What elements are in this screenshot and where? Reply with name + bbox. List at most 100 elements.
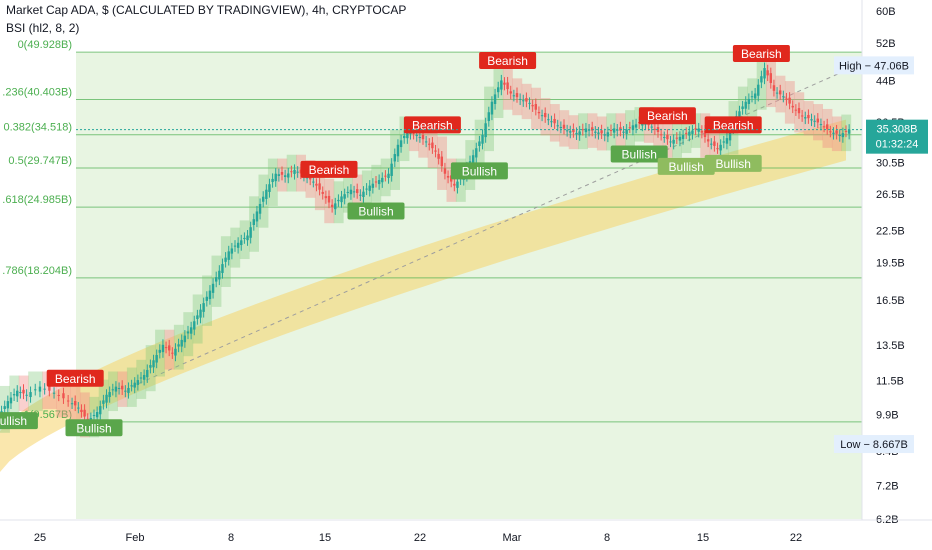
candle-body (406, 131, 409, 139)
x-tick-label: 25 (34, 532, 46, 544)
svg-text:Bearish: Bearish (713, 118, 754, 132)
y-tick-label: 9.9B (876, 409, 899, 421)
candle-body (525, 98, 528, 102)
candle-body (9, 397, 13, 404)
y-tick-label: 7.2B (876, 481, 899, 493)
candle-body (484, 123, 487, 138)
candle-body (215, 277, 218, 282)
candle-body (785, 98, 788, 100)
candle-body (146, 369, 149, 378)
low-tag: Low − 8.667B (834, 435, 914, 454)
candle-body (631, 125, 635, 130)
y-tick-label: 11.5B (876, 376, 904, 388)
candle-body (475, 148, 478, 158)
candle-body (374, 181, 378, 183)
svg-text:Bullish: Bullish (669, 160, 704, 174)
candle-body (114, 386, 118, 392)
candle-body (534, 104, 537, 110)
candle-body (807, 114, 810, 119)
candle-body (183, 335, 187, 343)
candle-body (262, 196, 265, 202)
candle-body (800, 115, 804, 117)
candle-body (522, 100, 525, 102)
candle-body (481, 134, 484, 144)
candle-body (127, 387, 130, 393)
candle-body (121, 385, 124, 390)
candle-body (804, 117, 807, 119)
candle-body (218, 270, 221, 280)
candle-body (612, 128, 616, 133)
candle-body (48, 386, 51, 391)
candle-body (443, 168, 447, 174)
candle-body (287, 173, 290, 178)
candle-body (70, 403, 74, 405)
candle-body (669, 141, 672, 143)
candle-body (437, 153, 440, 159)
candle-body (80, 409, 83, 413)
candle-body (164, 347, 168, 349)
candle-body (196, 315, 199, 320)
candle-body (681, 135, 685, 140)
candle-body (847, 129, 851, 134)
candle-body (180, 339, 183, 347)
candle-body (384, 175, 387, 177)
candle-body (340, 196, 343, 203)
x-tick-label: 8 (228, 532, 234, 544)
candle-body (255, 211, 259, 222)
candle-body (390, 163, 393, 176)
candle-body (597, 132, 600, 134)
candle-body (446, 175, 450, 178)
x-tick-label: 15 (697, 532, 709, 544)
candle-body (108, 392, 111, 398)
candle-body (142, 374, 146, 380)
fib-label: 0.5(29.747B) (8, 155, 72, 167)
candle-body (841, 133, 845, 138)
candle-body (117, 387, 121, 389)
candle-body (835, 130, 838, 134)
candle-body (490, 101, 494, 115)
candle-body (415, 134, 418, 137)
candle-body (111, 389, 114, 391)
high-tag: High − 47.06B (834, 56, 914, 75)
fib-label: .786(18.204B) (2, 265, 72, 277)
candle-body (719, 144, 722, 151)
candle-body (672, 139, 675, 144)
fib-label: .236(40.403B) (2, 87, 72, 99)
candle-body (265, 189, 268, 199)
candle-body (694, 128, 697, 130)
candle-body (139, 377, 143, 379)
candle-body (741, 106, 744, 110)
candle-body (368, 185, 371, 191)
candle-body (838, 134, 841, 137)
candle-body (205, 296, 208, 301)
candle-body (34, 389, 37, 391)
candle-body (246, 235, 249, 241)
candle-body (290, 171, 293, 173)
candle-body (788, 97, 791, 104)
indicator-legend[interactable]: BSI (hl2, 8, 2) (6, 21, 80, 35)
candle-body (487, 112, 490, 122)
candle-body (315, 183, 318, 186)
candle-body (609, 130, 613, 132)
candle-body (133, 382, 136, 388)
candle-body (512, 95, 516, 97)
svg-text:Bearish: Bearish (487, 54, 528, 68)
candle-body (813, 120, 816, 122)
candle-body (233, 245, 237, 247)
candle-body (493, 94, 497, 104)
candle-body (757, 84, 760, 96)
candle-body (622, 131, 625, 133)
candle-body (343, 194, 346, 199)
candle-body (725, 138, 729, 144)
candle-body (506, 82, 509, 90)
candle-body (318, 183, 321, 190)
candle-body (186, 331, 190, 334)
candle-body (569, 131, 572, 133)
svg-text:Bullish: Bullish (358, 204, 393, 218)
svg-text:Bullish: Bullish (76, 421, 111, 435)
candle-body (434, 150, 437, 152)
candle-body (168, 345, 171, 351)
candle-body (43, 388, 46, 390)
svg-text:Low − 8.667B: Low − 8.667B (840, 439, 908, 451)
